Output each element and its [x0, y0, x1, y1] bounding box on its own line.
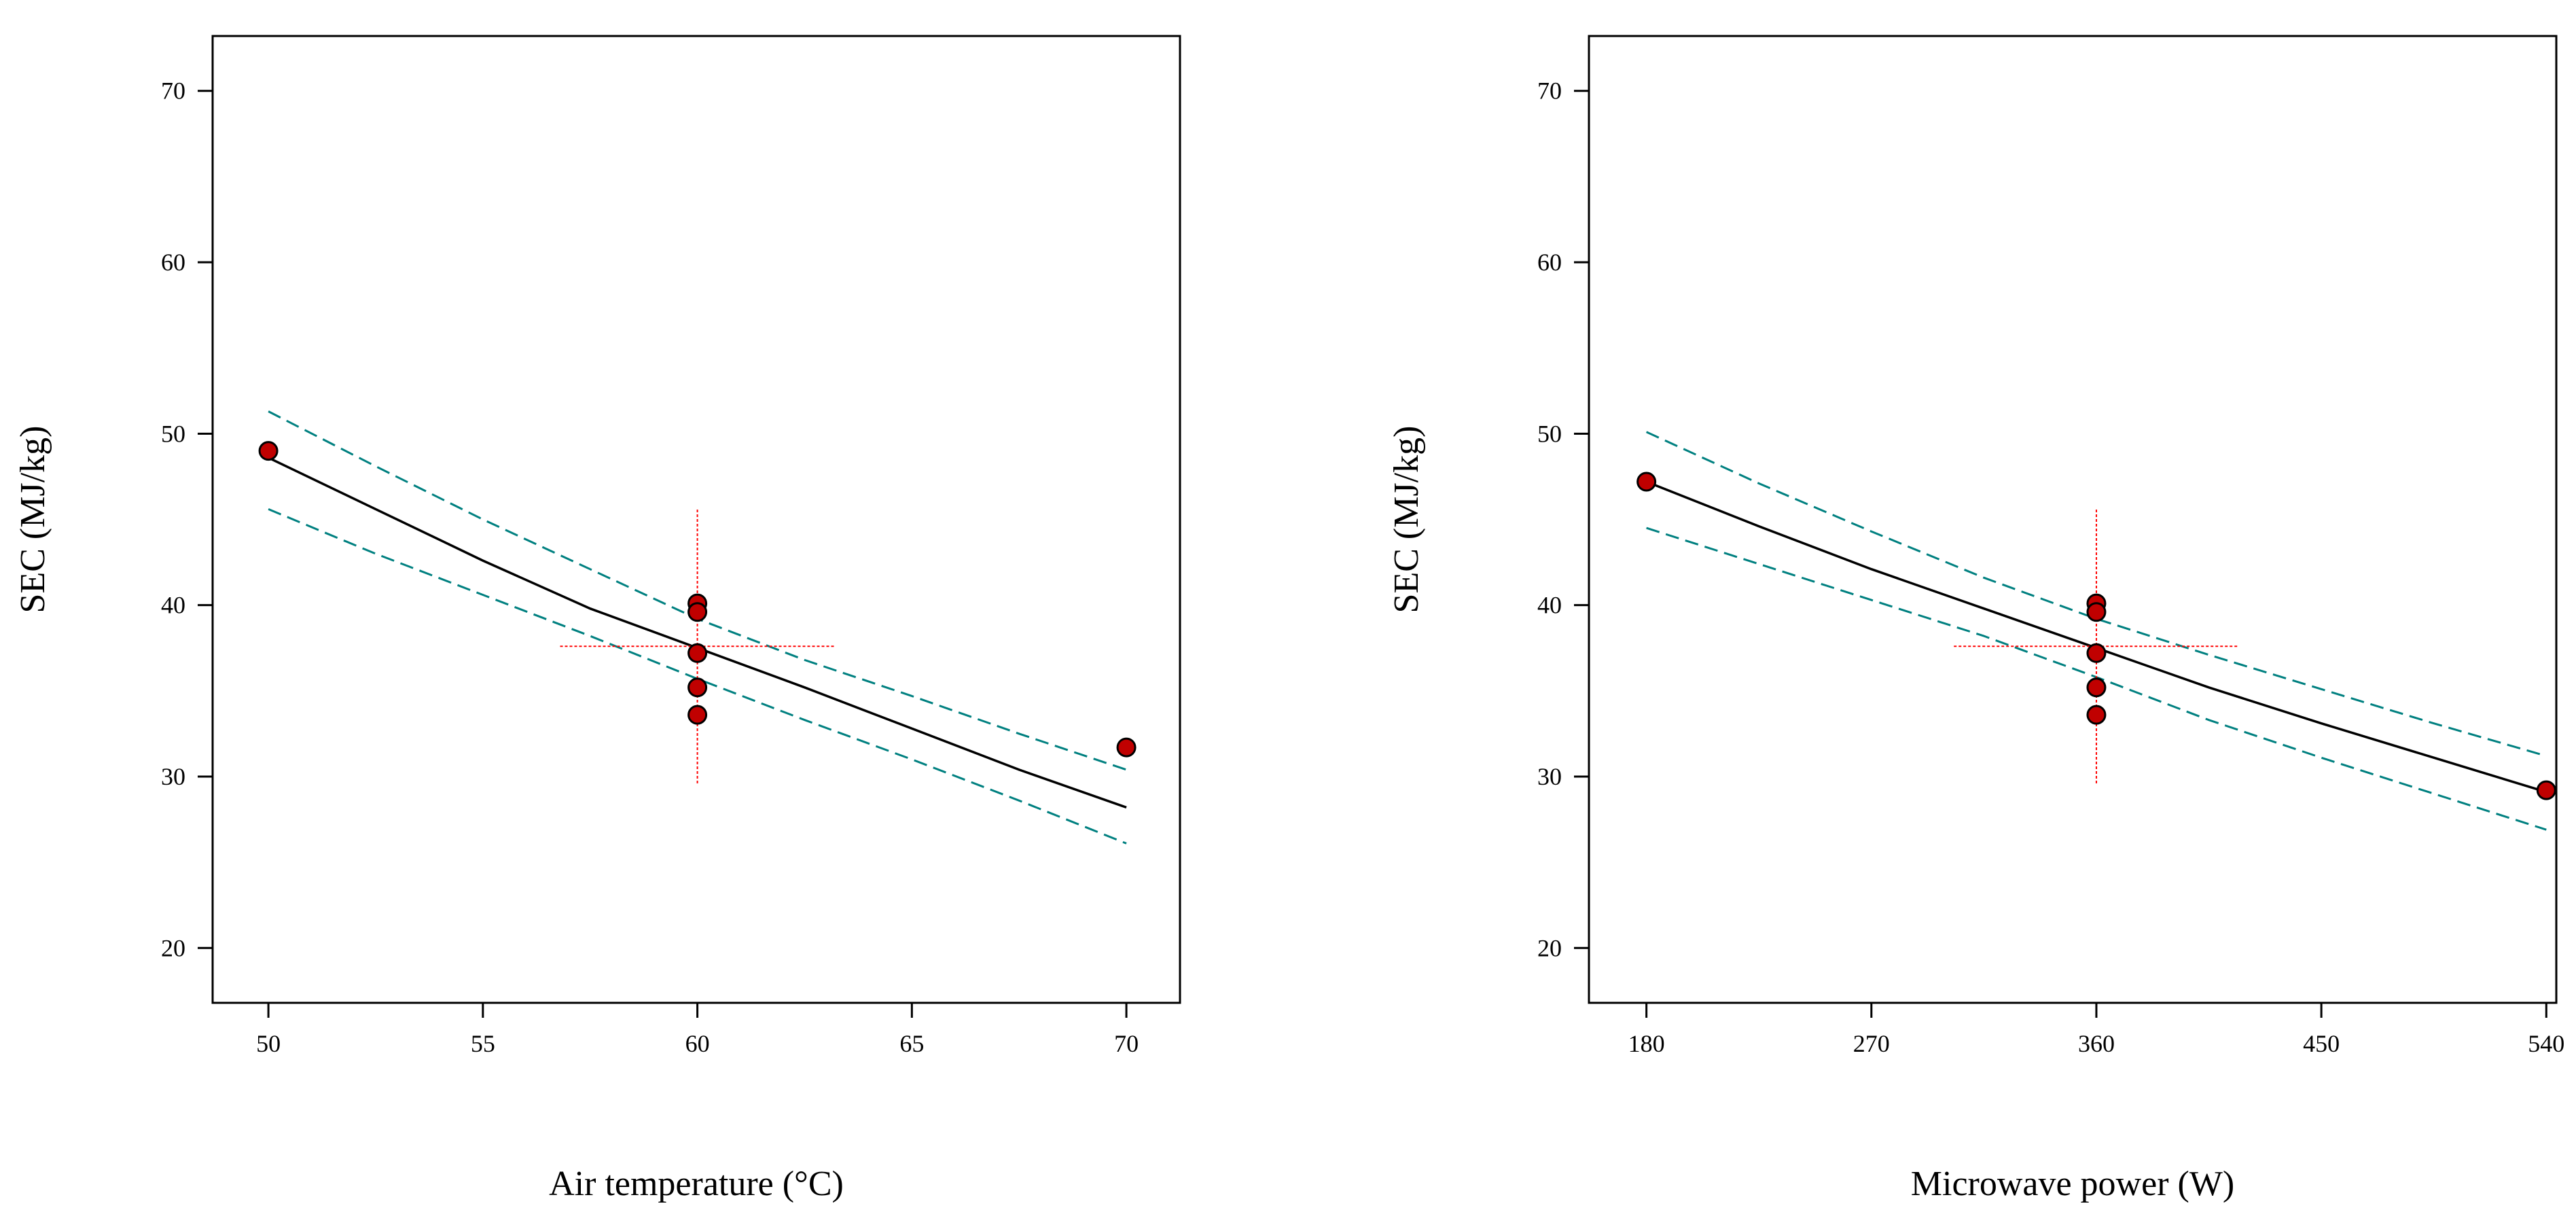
x-tick-label: 540 — [2528, 1030, 2564, 1057]
x-axis-title: Air temperature (°C) — [549, 1165, 844, 1203]
y-tick-label: 40 — [161, 592, 185, 619]
y-tick-label: 70 — [161, 77, 185, 105]
ci-upper-line — [1645, 431, 2547, 758]
data-point — [1636, 472, 1657, 492]
x-tick-label: 70 — [1114, 1030, 1139, 1057]
y-tick-label: 40 — [1537, 592, 1562, 619]
data-point — [2086, 705, 2107, 725]
y-tick-label: 30 — [1537, 763, 1562, 790]
data-point — [2086, 677, 2107, 698]
y-axis-title: SEC (MJ/kg) — [1387, 426, 1426, 614]
y-tick-label: 50 — [161, 420, 185, 447]
data-point — [1116, 737, 1137, 758]
chart-panel-microwave-power: 20 30 40 50 60 70 180 270 360 450 540 Microwave pow… — [1387, 35, 2564, 1203]
x-tick-label: 450 — [2303, 1030, 2340, 1057]
y-tick-label: 50 — [1537, 420, 1562, 447]
x-tick-label: 270 — [1853, 1030, 1890, 1057]
fit-line — [1645, 480, 2547, 794]
y-tick-label: 20 — [161, 934, 185, 961]
x-tick-label: 60 — [685, 1030, 710, 1057]
plot-frame — [211, 35, 1181, 1004]
y-tick-label: 20 — [1537, 934, 1562, 961]
plot-frame — [1588, 35, 2558, 1004]
y-tick-label: 30 — [161, 763, 185, 790]
y-tick-label: 60 — [1537, 249, 1562, 276]
x-tick-label: 65 — [899, 1030, 924, 1057]
x-tick-label: 360 — [2078, 1030, 2115, 1057]
y-tick-label: 70 — [1537, 77, 1562, 105]
x-tick-label: 180 — [1628, 1030, 1665, 1057]
x-tick-label: 55 — [471, 1030, 495, 1057]
y-axis-title: SEC (MJ/kg) — [14, 426, 52, 614]
data-point — [687, 602, 708, 622]
data-point — [2536, 780, 2556, 800]
data-point — [687, 705, 708, 725]
y-tick-label: 60 — [161, 249, 185, 276]
data-point — [687, 643, 708, 663]
data-point — [2086, 643, 2107, 663]
data-point — [687, 677, 708, 698]
data-point — [2086, 602, 2107, 622]
x-tick-label: 50 — [256, 1030, 281, 1057]
x-axis-title: Microwave power (W) — [1911, 1165, 2234, 1203]
data-point — [258, 441, 279, 461]
chart-panel-air-temperature: 20 30 40 50 60 70 50 55 60 65 70 Air temperature (°… — [14, 35, 1181, 1203]
